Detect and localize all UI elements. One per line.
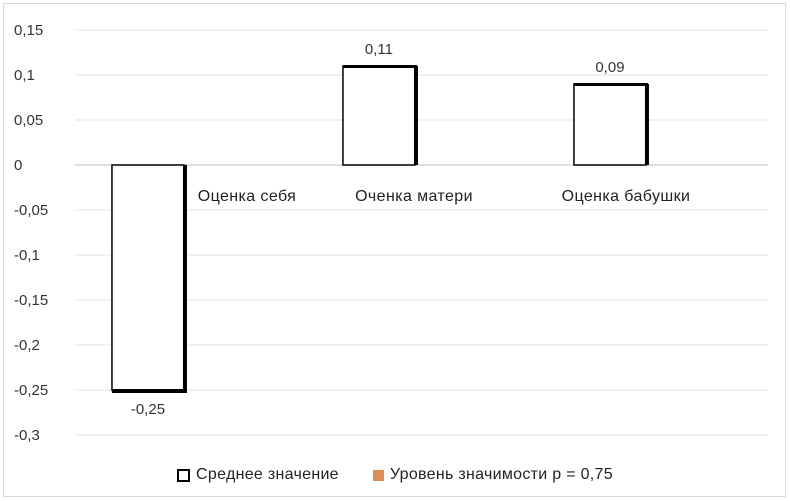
bar: [342, 65, 418, 166]
y-tick-label: -0,25: [14, 382, 48, 399]
category-label: Оценка бабушки: [562, 188, 691, 205]
legend-item-mean: Среднее значение: [177, 466, 339, 484]
gridlines: [75, 29, 768, 436]
y-axis-ticks: 0,15 0,1 0,05 0 -0,05 -0,1 -0,15 -0,2 -0,25 -0,3: [14, 22, 48, 444]
bar: [573, 83, 649, 166]
y-tick-label: -0,1: [14, 247, 40, 264]
y-tick-label: 0,1: [14, 67, 35, 84]
category-label: Оченка матери: [355, 188, 473, 205]
y-tick-label: 0,15: [14, 22, 43, 39]
data-label: -0,25: [131, 401, 165, 418]
category-label: Оценка себя: [198, 188, 296, 205]
legend-swatch-mean: [177, 468, 191, 482]
data-labels: -0,25 0,11 0,09: [131, 41, 625, 418]
y-tick-label: -0,3: [14, 427, 40, 444]
bars: [111, 65, 649, 393]
data-label: 0,09: [595, 59, 624, 76]
legend-item-significance: Уровень значимости p = 0,75: [372, 466, 613, 484]
legend: Среднее значение Уровень значимости p = …: [0, 466, 790, 484]
y-tick-label: -0,05: [14, 202, 48, 219]
y-tick-label: -0,2: [14, 337, 40, 354]
legend-swatch-significance: [372, 469, 384, 481]
category-labels: Оценка себя Оченка матери Оценка бабушки: [198, 188, 691, 205]
data-label: 0,11: [365, 41, 393, 58]
legend-label-mean: Среднее значение: [196, 466, 339, 483]
bar: [111, 164, 187, 393]
legend-label-significance: Уровень значимости p = 0,75: [389, 466, 613, 483]
y-tick-label: 0,05: [14, 112, 43, 129]
y-tick-label: 0: [14, 157, 22, 174]
y-tick-label: -0,15: [14, 292, 48, 309]
